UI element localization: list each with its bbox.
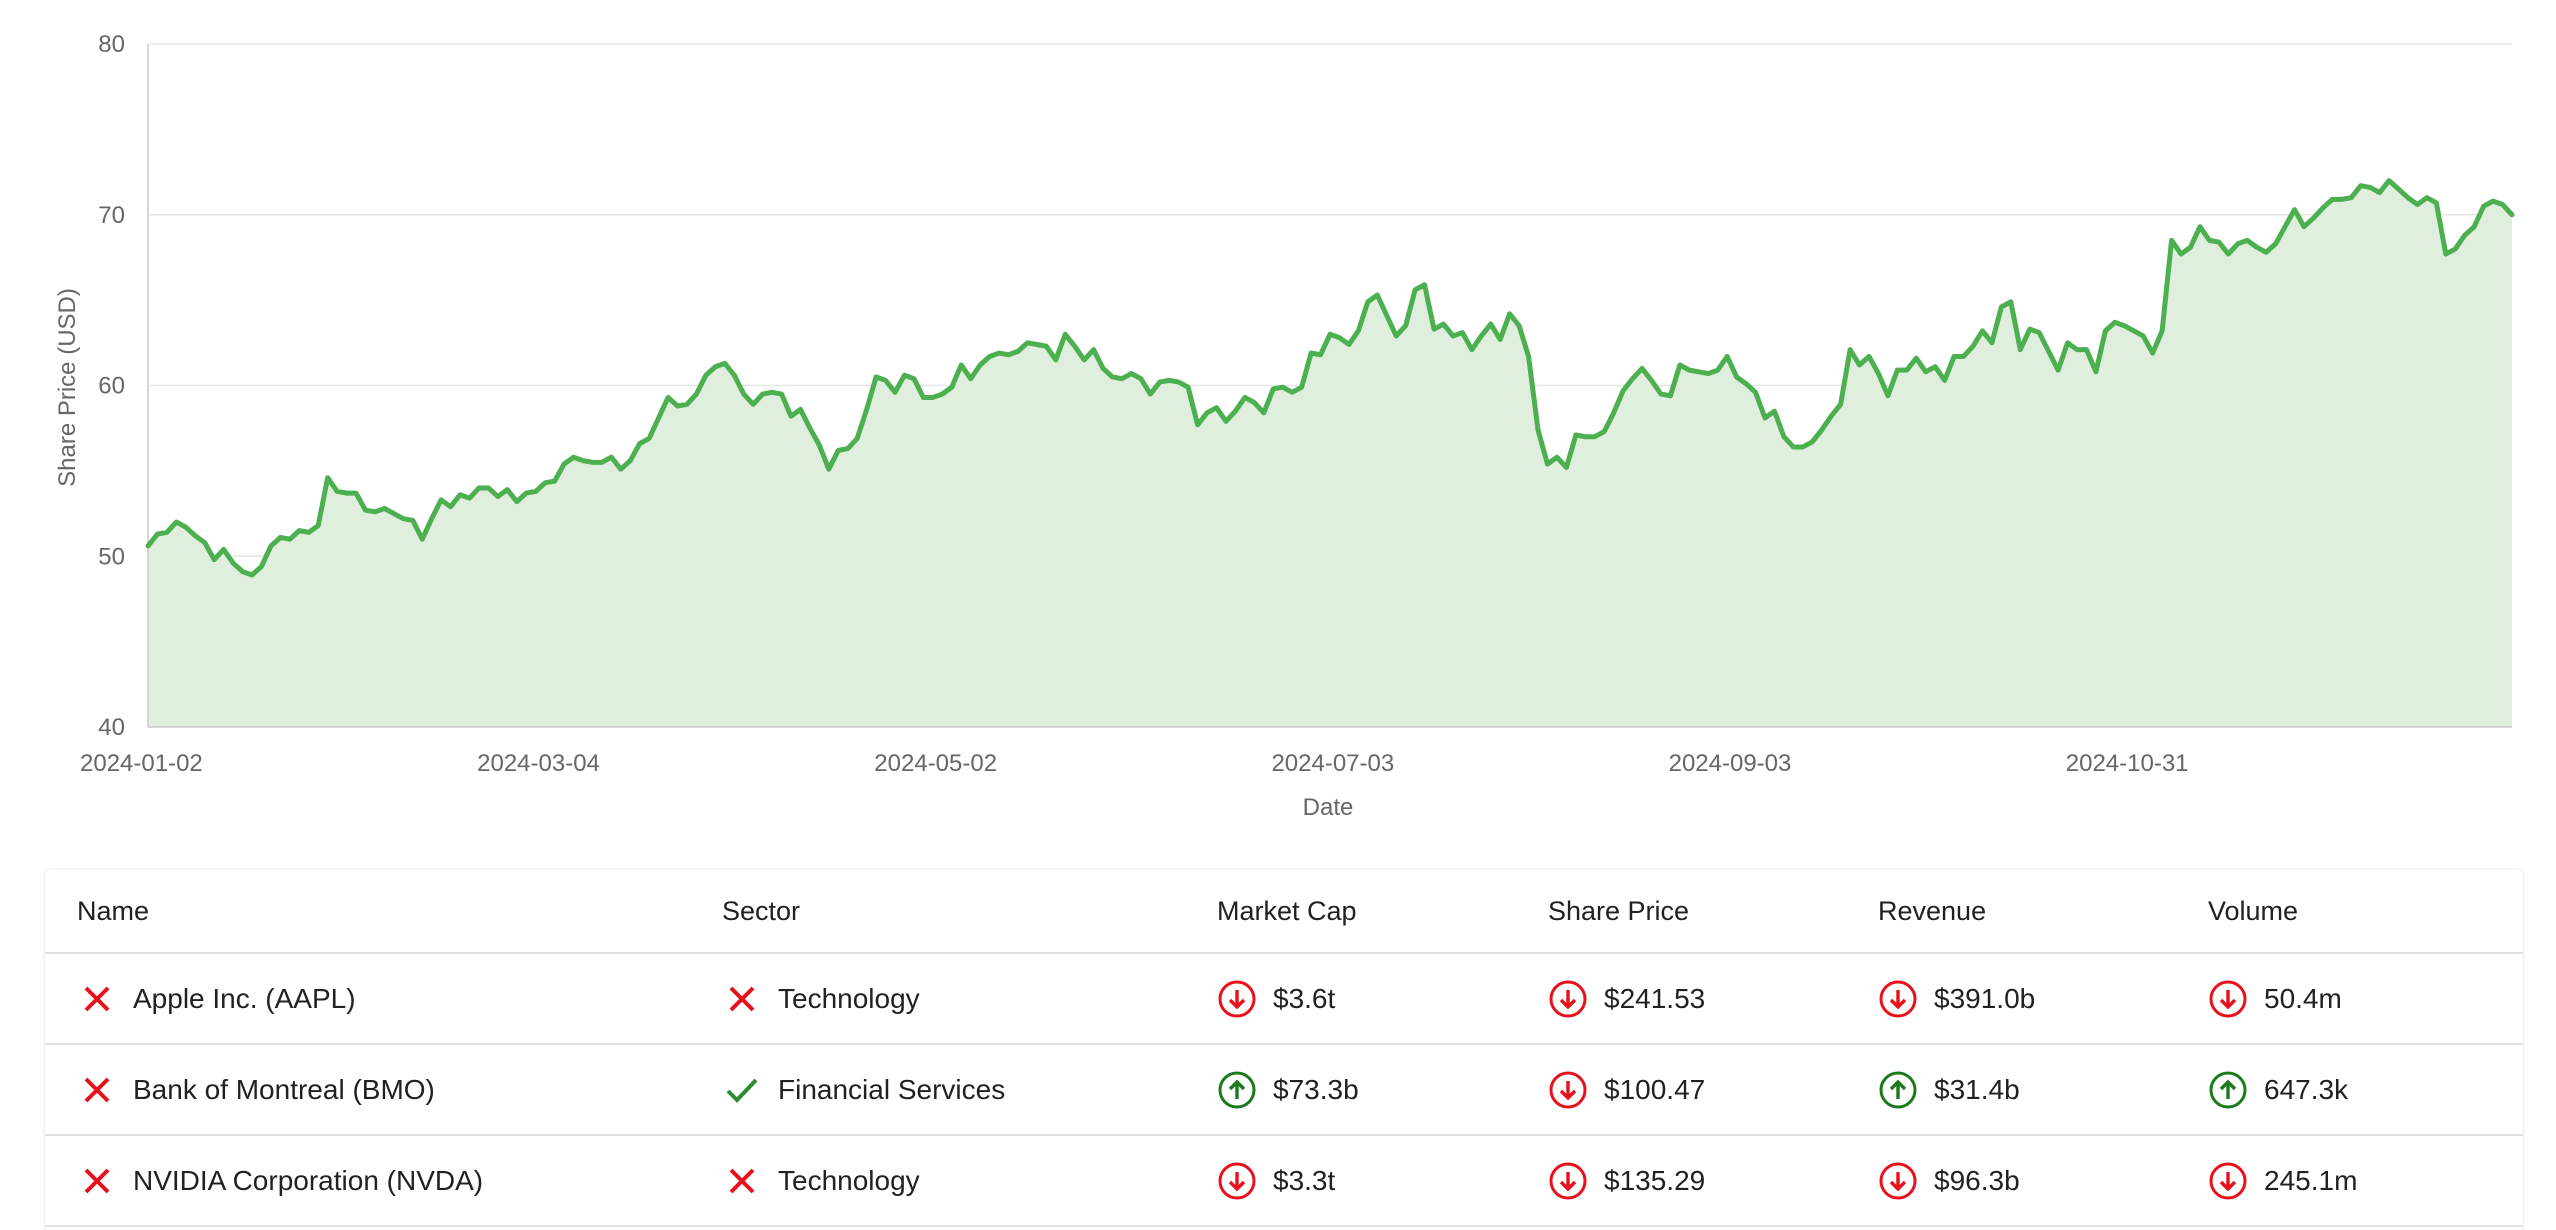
volume-value: 647.3k bbox=[2264, 1073, 2349, 1105]
cell-volume: 245.1m bbox=[2176, 1135, 2523, 1227]
cell-revenue: $31.4b bbox=[1846, 1044, 2176, 1136]
table-row[interactable]: NVIDIA Corporation (NVDA) Technology $3.3t… bbox=[45, 1135, 2523, 1227]
share-price-value: $100.47 bbox=[1604, 1073, 1706, 1105]
sector-value: Technology bbox=[778, 982, 920, 1014]
series-area-fill bbox=[148, 180, 2512, 728]
x-tick-label: 2024-09-03 bbox=[1669, 750, 1792, 777]
table-row[interactable]: Apple Inc. (AAPL) Technology $3.6t $241.53 $… bbox=[45, 953, 2523, 1045]
cell-name: Bank of Montreal (BMO) bbox=[45, 1044, 690, 1136]
x-tick-label: 2024-05-02 bbox=[874, 750, 997, 777]
arrow-down-circle-icon bbox=[2208, 1161, 2248, 1201]
table-header-row: Name Sector Market Cap Share Price Reven… bbox=[45, 870, 2523, 954]
volume-value: 245.1m bbox=[2264, 1164, 2358, 1196]
cross-icon bbox=[77, 1161, 117, 1201]
table-row[interactable]: Bank of Montreal (BMO) Financial Services… bbox=[45, 1044, 2523, 1136]
arrow-down-circle-icon bbox=[1217, 979, 1257, 1019]
header-market-cap[interactable]: Market Cap bbox=[1185, 870, 1516, 954]
x-axis-title: Date bbox=[1303, 794, 1354, 821]
header-sector[interactable]: Sector bbox=[690, 870, 1185, 954]
cell-share-price: $100.47 bbox=[1516, 1044, 1846, 1136]
arrow-up-circle-icon bbox=[2208, 1070, 2248, 1110]
cross-icon bbox=[722, 979, 762, 1019]
y-tick-label: 80 bbox=[98, 31, 125, 58]
cell-share-price: $241.53 bbox=[1516, 953, 1846, 1045]
x-tick-label: 2024-03-04 bbox=[477, 750, 600, 777]
cell-sector: Financial Services bbox=[690, 1044, 1185, 1136]
y-tick-label: 60 bbox=[98, 373, 125, 400]
arrow-down-circle-icon bbox=[1548, 979, 1588, 1019]
share-price-chart: 40 50 60 70 80 2024-01-02 2024-03-04 2024-05-02… bbox=[54, 31, 2515, 821]
header-volume[interactable]: Volume bbox=[2176, 870, 2523, 954]
share-price-value: $241.53 bbox=[1604, 982, 1706, 1014]
y-axis-title: Share Price (USD) bbox=[54, 288, 81, 487]
sector-value: Financial Services bbox=[778, 1073, 1006, 1105]
cell-volume: 50.4m bbox=[2176, 953, 2523, 1045]
cross-icon bbox=[722, 1161, 762, 1201]
stocks-table: Name Sector Market Cap Share Price Reven… bbox=[45, 870, 2523, 1227]
cell-volume: 647.3k bbox=[2176, 1044, 2523, 1136]
arrow-down-circle-icon bbox=[1548, 1070, 1588, 1110]
cell-name: NVIDIA Corporation (NVDA) bbox=[45, 1135, 690, 1227]
revenue-value: $391.0b bbox=[1934, 982, 2036, 1014]
cell-market-cap: $3.6t bbox=[1185, 953, 1516, 1045]
name-value: Bank of Montreal (BMO) bbox=[133, 1073, 435, 1105]
arrow-down-circle-icon bbox=[1548, 1161, 1588, 1201]
name-value: NVIDIA Corporation (NVDA) bbox=[133, 1164, 484, 1196]
revenue-value: $31.4b bbox=[1934, 1073, 2020, 1105]
share-price-value: $135.29 bbox=[1604, 1164, 1706, 1196]
cell-share-price: $135.29 bbox=[1516, 1135, 1846, 1227]
cell-sector: Technology bbox=[690, 953, 1185, 1045]
cell-revenue: $391.0b bbox=[1846, 953, 2176, 1045]
name-value: Apple Inc. (AAPL) bbox=[133, 982, 356, 1014]
cross-icon bbox=[77, 1070, 117, 1110]
series-line bbox=[145, 178, 2515, 578]
market-cap-value: $73.3b bbox=[1273, 1073, 1359, 1105]
cell-market-cap: $73.3b bbox=[1185, 1044, 1516, 1136]
y-tick-label: 50 bbox=[98, 543, 125, 570]
volume-value: 50.4m bbox=[2264, 982, 2342, 1014]
cell-sector: Technology bbox=[690, 1135, 1185, 1227]
revenue-value: $96.3b bbox=[1934, 1164, 2020, 1196]
x-tick-label: 2024-10-31 bbox=[2066, 750, 2189, 777]
stocks-table-card: Name Sector Market Cap Share Price Reven… bbox=[45, 870, 2523, 1230]
cell-market-cap: $3.3t bbox=[1185, 1135, 1516, 1227]
header-name[interactable]: Name bbox=[45, 870, 690, 954]
cross-icon bbox=[77, 979, 117, 1019]
arrow-down-circle-icon bbox=[1878, 1161, 1918, 1201]
header-share-price[interactable]: Share Price bbox=[1516, 870, 1846, 954]
arrow-down-circle-icon bbox=[2208, 979, 2248, 1019]
y-tick-label: 70 bbox=[98, 202, 125, 229]
sector-value: Technology bbox=[778, 1164, 920, 1196]
arrow-down-circle-icon bbox=[1878, 979, 1918, 1019]
arrow-up-circle-icon bbox=[1217, 1070, 1257, 1110]
cell-name: Apple Inc. (AAPL) bbox=[45, 953, 690, 1045]
check-icon bbox=[722, 1070, 762, 1110]
y-tick-label: 40 bbox=[98, 714, 125, 741]
share-price-chart-svg: 40 50 60 70 80 2024-01-02 2024-03-04 2024-05-02… bbox=[54, 31, 2515, 821]
market-cap-value: $3.3t bbox=[1273, 1164, 1336, 1196]
cell-revenue: $96.3b bbox=[1846, 1135, 2176, 1227]
x-tick-label: 2024-07-03 bbox=[1271, 750, 1394, 777]
header-revenue[interactable]: Revenue bbox=[1846, 870, 2176, 954]
arrow-down-circle-icon bbox=[1217, 1161, 1257, 1201]
arrow-up-circle-icon bbox=[1878, 1070, 1918, 1110]
x-tick-label: 2024-01-02 bbox=[80, 750, 203, 777]
market-cap-value: $3.6t bbox=[1273, 982, 1336, 1014]
